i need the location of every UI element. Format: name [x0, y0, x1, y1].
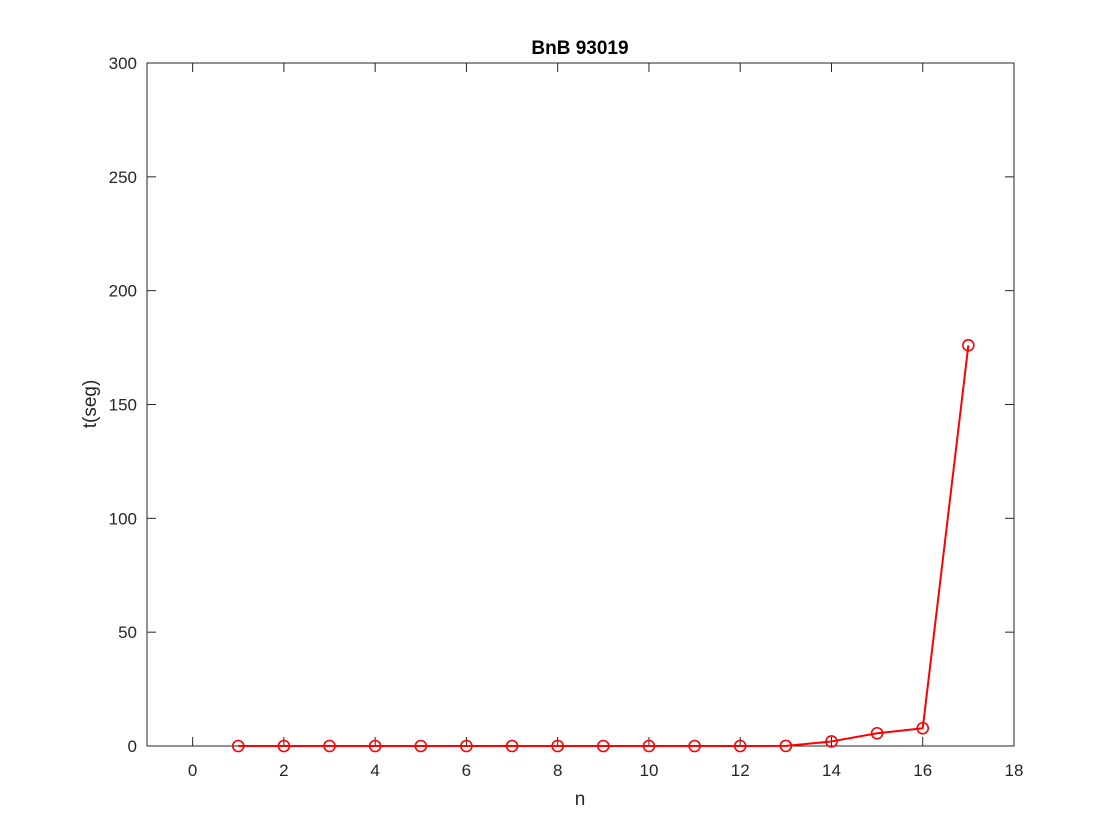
data-point	[688, 739, 701, 753]
axes-box	[146, 62, 1015, 747]
data-point	[779, 739, 793, 753]
y-tick-label: 0	[128, 737, 137, 756]
y-tick-label: 150	[109, 396, 137, 415]
data-point	[505, 739, 519, 753]
x-tick-label: 18	[1005, 761, 1024, 780]
x-tick-label: 12	[731, 761, 750, 780]
x-axis-label: n	[575, 789, 586, 810]
data-point	[642, 739, 656, 753]
x-tick-label: 16	[913, 761, 932, 780]
data-point	[414, 739, 428, 753]
data-point	[323, 739, 336, 753]
x-tick-label: 0	[188, 761, 197, 780]
x-tick-label: 8	[553, 761, 562, 780]
x-tick-label: 4	[370, 761, 379, 780]
plot-area: 0 2 4 6 8 10 12 14 16 18 0 50 100 150 200 250 300	[109, 54, 1024, 780]
x-tick-label: 10	[639, 761, 658, 780]
chart-title: BnB 93019	[531, 38, 628, 59]
data-point	[551, 739, 564, 753]
data-point	[870, 726, 884, 740]
data-point	[733, 739, 747, 753]
data-point	[368, 739, 382, 753]
data-point	[825, 735, 838, 748]
series-line-0	[238, 345, 970, 747]
data-point	[277, 739, 291, 753]
x-tick-label: 14	[822, 761, 841, 780]
data-point	[962, 339, 975, 352]
y-tick-label: 50	[118, 623, 137, 642]
data-point	[597, 739, 610, 753]
y-tick-label: 100	[109, 509, 137, 528]
y-tick-label: 200	[109, 282, 137, 301]
y-axis-label: t(seg)	[80, 380, 101, 429]
x-tick-label: 6	[462, 761, 471, 780]
data-point	[231, 739, 245, 753]
x-tick-label: 2	[279, 761, 288, 780]
data-point	[916, 721, 930, 735]
y-tick-label: 300	[109, 54, 137, 73]
y-tick-label: 250	[109, 168, 137, 187]
data-point	[460, 739, 473, 753]
